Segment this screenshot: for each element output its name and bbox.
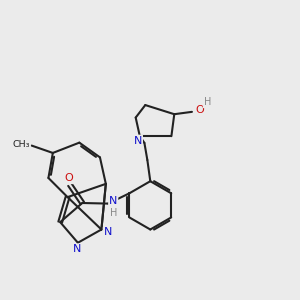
- Text: N: N: [104, 227, 112, 237]
- Text: H: H: [204, 98, 211, 107]
- Text: O: O: [64, 173, 73, 183]
- Text: N: N: [109, 196, 117, 206]
- Text: N: N: [73, 244, 81, 254]
- Text: CH₃: CH₃: [13, 140, 30, 148]
- Text: O: O: [196, 105, 204, 116]
- Text: H: H: [110, 208, 117, 218]
- Text: N: N: [134, 136, 142, 146]
